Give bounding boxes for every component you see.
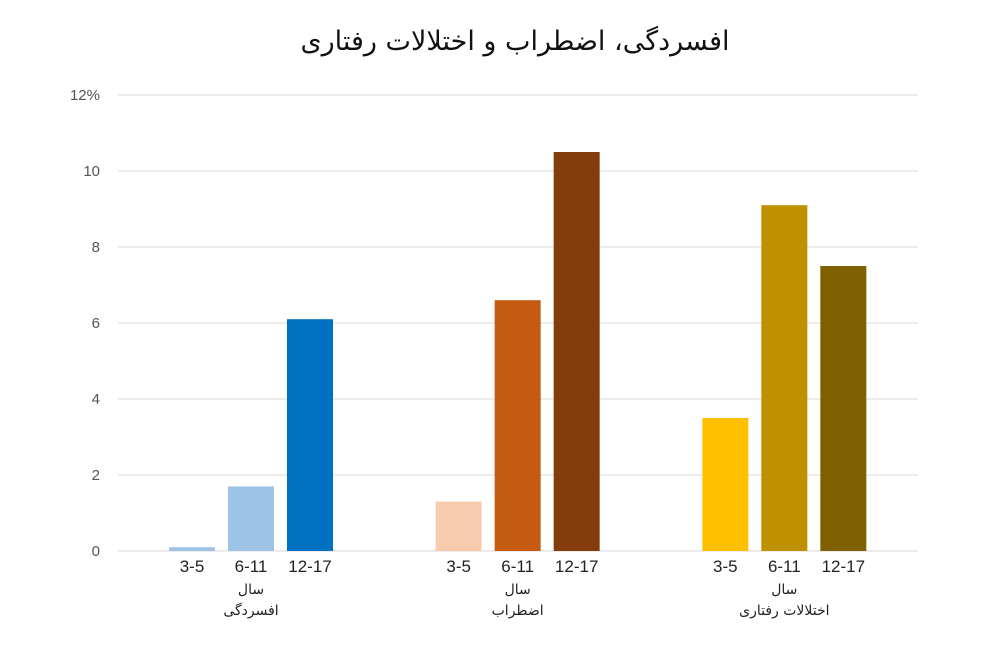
group-label: اضطراب: [492, 603, 544, 619]
x-tick-label: 12-17: [822, 557, 865, 576]
y-tick-label: 12%: [70, 87, 100, 104]
group-label: اختلالات رفتاری: [739, 603, 829, 619]
x-tick-label: 12-17: [555, 557, 598, 576]
bar: [702, 418, 749, 551]
x-tick-label: 6-11: [768, 557, 801, 576]
bar: [494, 300, 541, 551]
bar: [228, 486, 274, 551]
y-tick-label: 10: [83, 163, 100, 180]
y-tick-label: 0: [92, 543, 100, 560]
bar: [169, 547, 215, 551]
bar: [761, 205, 808, 551]
y-tick-label: 4: [92, 391, 100, 408]
y-axis-ticks: 0 2 4 6 8 10 12%: [70, 87, 100, 560]
x-tick-label: 3-5: [180, 557, 205, 576]
x-axis-labels: 3-5 6-11 12-17 سال افسردگی 3-5 6-11 12-17 سال اضط…: [180, 557, 865, 619]
chart-title: افسردگی، اضطراب و اختلالات رفتاری: [300, 25, 729, 57]
bar: [435, 501, 482, 551]
x-tick-label: 6-11: [501, 557, 534, 576]
unit-label: سال: [238, 582, 264, 598]
bar: [553, 152, 600, 551]
x-tick-label: 3-5: [446, 557, 471, 576]
unit-label: سال: [505, 582, 531, 598]
unit-label: سال: [771, 582, 797, 598]
group-label: افسردگی: [223, 602, 278, 619]
y-tick-label: 6: [92, 315, 100, 332]
x-tick-label: 3-5: [713, 557, 738, 576]
y-tick-label: 8: [92, 239, 100, 256]
bar: [287, 319, 333, 551]
y-tick-label: 2: [92, 467, 100, 484]
bar: [820, 266, 867, 551]
x-tick-label: 12-17: [288, 557, 331, 576]
bars: [169, 152, 867, 551]
x-tick-label: 6-11: [235, 557, 268, 576]
